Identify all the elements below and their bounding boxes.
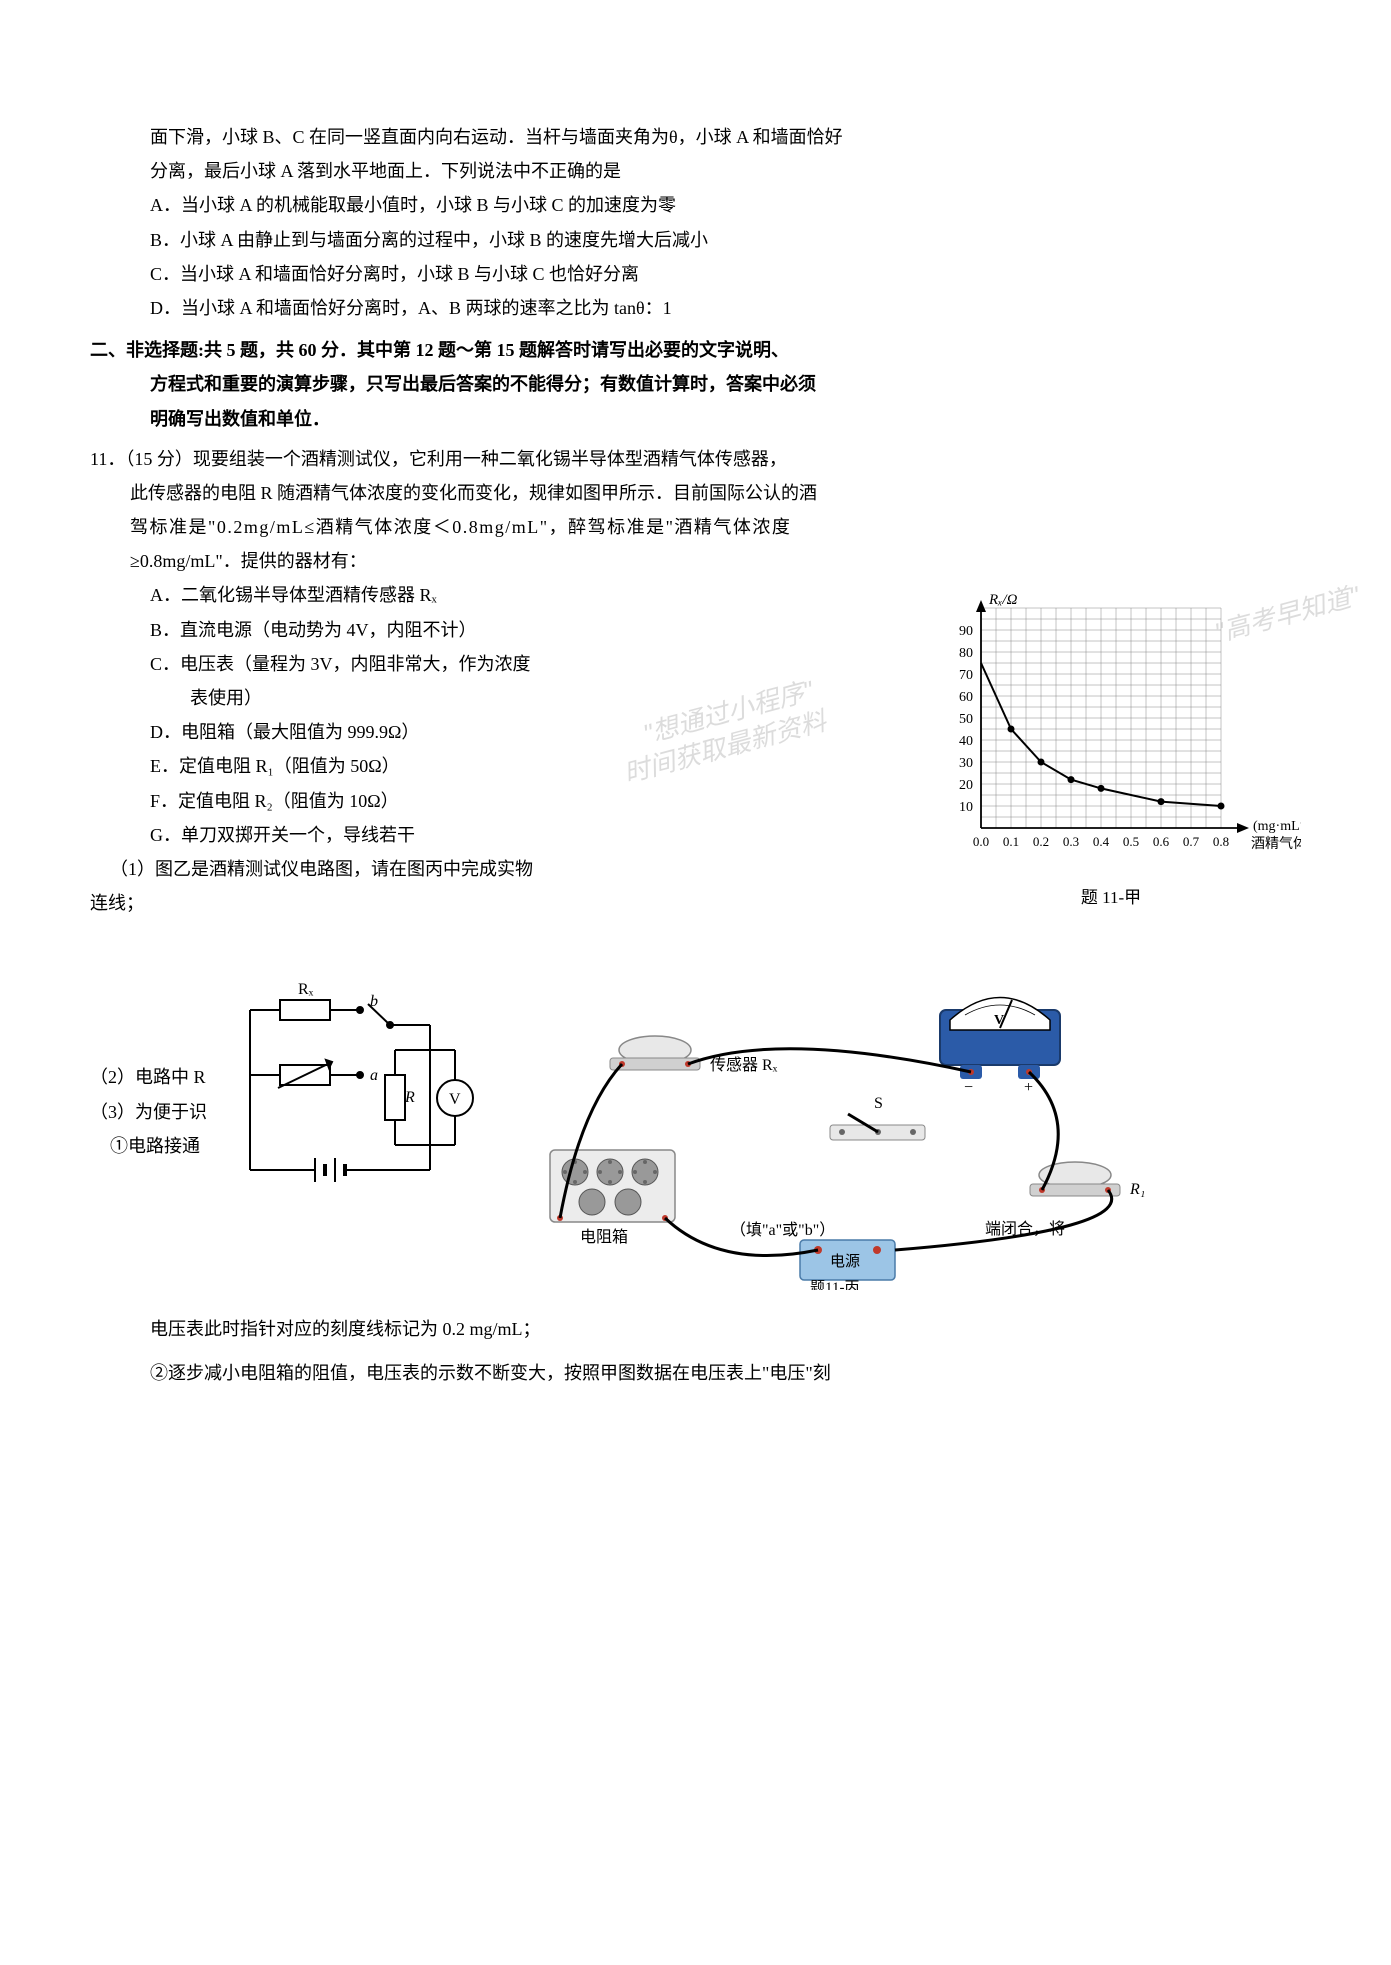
voltmeter-label: V [994,1013,1004,1028]
svg-text:10: 10 [959,800,973,815]
bottom-line-2: ②逐步减小电阻箱的阻值，电压表的示数不断变大，按照甲图数据在电压表上"电压"刻 [150,1356,1301,1390]
svg-text:0.5: 0.5 [1123,834,1139,849]
chart-svg: 10 20 30 40 50 60 70 80 90 0.0 0.1 0.2 0.3 0.4 0.5 0.6 0… [921,578,1301,878]
q11-intro-line2: 此传感器的电阻 R 随酒精气体浓度的变化而变化，规律如图甲所示．目前国际公认的酒 [130,476,1301,510]
question-continuation-line1: 面下滑，小球 B、C 在同一竖直面内向右运动．当杆与墙面夹角为θ，小球 A 和墙… [150,120,1301,154]
voltmeter-plus: + [1024,1079,1033,1096]
option-c: C．当小球 A 和墙面恰好分离时，小球 B 与小球 C 也恰好分离 [150,257,1301,291]
circuit-label-v: V [449,1091,461,1108]
circled1-part2: 端闭合，将 [985,1220,1065,1238]
chart-container: "高考早知道" "想通过小程序" 时间获取最新资料 10203040506070… [921,578,1301,878]
svg-text:0.4: 0.4 [1093,834,1110,849]
q11-circled1-part1: ①电路接通 [110,1129,230,1163]
q11-sub1-line2: 连线； [90,886,901,920]
power-label: 电源 [830,1253,860,1270]
fill-hint: （填"a"或"b"） [730,1221,835,1239]
circuit-label-r: R [404,1089,415,1106]
svg-text:0.7: 0.7 [1183,834,1200,849]
q11-intro-line3: 驾标准是"0.2mg/mL≤酒精气体浓度＜0.8mg/mL"，醉驾标准是"酒精气… [130,510,1301,544]
q11-item-e: E．定值电阻 R₁（阻值为 50Ω） [150,749,901,783]
switch-label: S [874,1095,883,1112]
chart-caption: 题 11-甲 [921,882,1301,914]
q11-intro-line1: 11．（15 分）现要组装一个酒精测试仪，它利用一种二氧化锡半导体型酒精气体传感… [90,442,1301,476]
option-b: B．小球 A 由静止到与墙面分离的过程中，小球 B 的速度先增大后减小 [150,223,1301,257]
svg-text:20: 20 [959,778,973,793]
option-d: D．当小球 A 和墙面恰好分离时，A、B 两球的速率之比为 tanθ：1 [150,291,1301,325]
svg-text:酒精气体浓度: 酒精气体浓度 [1251,836,1301,852]
circuit-label-rx: Rₓ [298,981,314,998]
q11-item-d: D．电阻箱（最大阻值为 999.9Ω） [150,715,901,749]
q11-item-c-line1: C．电压表（量程为 3V，内阻非常大，作为浓度 [150,647,901,681]
section-2-subheader1: 方程式和重要的演算步骤，只写出最后答案的不能得分；有数值计算时，答案中必须 [150,367,1301,401]
svg-text:0.1: 0.1 [1003,834,1019,849]
svg-text:90: 90 [959,624,973,639]
sensor-label: 传感器 Rₓ [710,1056,778,1074]
q11-item-g: G．单刀双掷开关一个，导线若干 [150,818,901,852]
resistor-box-label: 电阻箱 [580,1228,628,1246]
svg-text:70: 70 [959,668,973,683]
voltmeter-minus: − [964,1079,973,1096]
bottom-line-1: 电压表此时指针对应的刻度线标记为 0.2 mg/mL； [150,1312,1301,1346]
section-2-header: 二、非选择题:共 5 题，共 60 分．其中第 12 题～第 15 题解答时请写… [90,333,1301,367]
circuit-diagram: Rₓ b a R V [230,980,490,1211]
q11-item-a: A．二氧化锡半导体型酒精传感器 Rₓ [150,578,901,612]
svg-text:0.0: 0.0 [973,834,989,849]
svg-text:(mg·mL⁻¹): (mg·mL⁻¹) [1253,819,1301,834]
svg-text:40: 40 [959,734,973,749]
q11-intro-line4: ≥0.8mg/mL"．提供的器材有： [130,544,1301,578]
option-a: A．当小球 A 的机械能取最小值时，小球 B 与小球 C 的加速度为零 [150,188,1301,222]
svg-text:Rₓ/Ω: Rₓ/Ω [988,592,1018,608]
q11-sub3: （3）为便于识 [90,1095,230,1129]
svg-text:0.3: 0.3 [1063,834,1079,849]
fixed-resistor-label: R₁ [1129,1181,1145,1198]
svg-text:0.8: 0.8 [1213,834,1229,849]
q11-sub1-line1: （1）图乙是酒精测试仪电路图，请在图丙中完成实物 [110,852,901,886]
svg-text:30: 30 [959,756,973,771]
physical-diagram-caption: 题11-丙 [810,1280,859,1290]
q11-item-c-line2: 表使用） [190,681,901,715]
svg-text:60: 60 [959,690,973,705]
q11-item-b: B．直流电源（电动势为 4V，内阻不计） [150,613,901,647]
svg-text:80: 80 [959,646,973,661]
q11-sub2: （2）电路中 R [90,1060,230,1094]
svg-text:0.2: 0.2 [1033,834,1049,849]
circuit-label-a: a [370,1067,378,1084]
svg-text:50: 50 [959,712,973,727]
section-2-subheader2: 明确写出数值和单位． [150,402,1301,436]
svg-text:0.6: 0.6 [1153,834,1170,849]
circuit-label-b: b [370,993,378,1010]
physical-diagram: V − + 传感器 Rₓ [520,980,1301,1301]
q11-item-f: F．定值电阻 R₂（阻值为 10Ω） [150,784,901,818]
question-continuation-line2: 分离，最后小球 A 落到水平地面上．下列说法中不正确的是 [150,154,1301,188]
